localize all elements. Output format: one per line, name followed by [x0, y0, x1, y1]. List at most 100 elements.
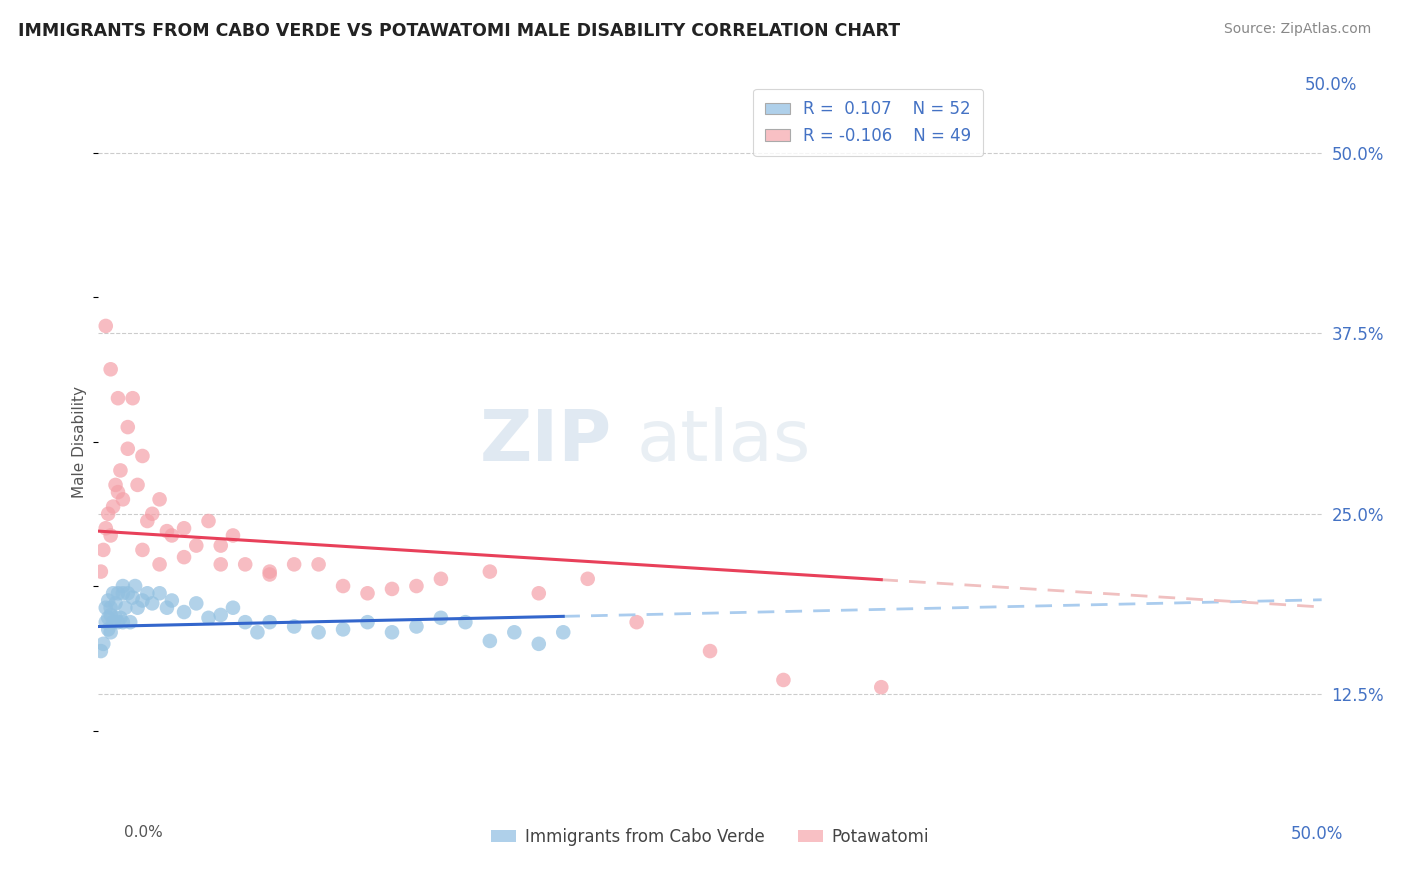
Point [100, 600, 122, 615]
Point [101, 586, 124, 600]
Point [117, 420, 139, 434]
Point [405, 579, 427, 593]
Point [97, 507, 120, 521]
Point [97, 611, 120, 625]
Point [332, 579, 354, 593]
Point [90, 644, 112, 658]
Point [94, 521, 117, 535]
Point [94, 600, 117, 615]
Point [136, 514, 159, 528]
Point [107, 391, 129, 405]
Point [110, 611, 132, 625]
Point [111, 586, 134, 600]
Legend: Immigrants from Cabo Verde, Potawatomi: Immigrants from Cabo Verde, Potawatomi [485, 821, 935, 852]
Point [209, 558, 232, 572]
Point [405, 619, 427, 633]
Point [131, 542, 153, 557]
Point [246, 625, 269, 640]
Point [772, 673, 794, 687]
Text: atlas: atlas [637, 407, 811, 476]
Point [107, 485, 129, 500]
Point [553, 625, 575, 640]
Point [94, 318, 117, 333]
Point [626, 615, 648, 630]
Point [131, 449, 153, 463]
Point [527, 586, 550, 600]
Point [173, 605, 195, 619]
Text: Source: ZipAtlas.com: Source: ZipAtlas.com [1223, 22, 1371, 37]
Point [104, 611, 127, 625]
Point [356, 615, 378, 630]
Point [100, 362, 122, 376]
Point [149, 558, 172, 572]
Point [173, 550, 195, 565]
Point [101, 615, 124, 630]
Point [97, 623, 120, 637]
Point [503, 625, 526, 640]
Point [121, 391, 143, 405]
Point [91, 542, 114, 557]
Point [149, 492, 172, 507]
Point [90, 565, 112, 579]
Point [478, 565, 501, 579]
Point [160, 528, 183, 542]
Point [100, 528, 122, 542]
Point [91, 637, 114, 651]
Point [127, 478, 149, 492]
Point [576, 572, 599, 586]
Point [114, 600, 136, 615]
Point [110, 463, 132, 477]
Point [308, 625, 330, 640]
Point [117, 442, 139, 456]
Point [283, 558, 305, 572]
Point [699, 644, 721, 658]
Point [121, 591, 143, 605]
Point [332, 623, 354, 637]
Point [381, 582, 404, 596]
Point [101, 500, 124, 514]
Point [111, 615, 134, 630]
Point [136, 586, 159, 600]
Point [870, 680, 893, 694]
Point [160, 593, 183, 607]
Point [356, 586, 378, 600]
Point [197, 514, 219, 528]
Point [209, 607, 232, 622]
Point [430, 572, 453, 586]
Point [173, 521, 195, 535]
Text: ZIP: ZIP [479, 407, 612, 476]
Point [111, 579, 134, 593]
Point [186, 539, 208, 553]
Point [127, 600, 149, 615]
Point [222, 600, 245, 615]
Point [104, 596, 127, 610]
Point [259, 565, 281, 579]
Point [430, 611, 453, 625]
Text: 50.0%: 50.0% [1305, 76, 1357, 94]
Point [107, 586, 129, 600]
Point [283, 619, 305, 633]
Point [156, 600, 179, 615]
Point [156, 524, 179, 538]
Point [381, 625, 404, 640]
Y-axis label: Male Disability: Male Disability [72, 385, 87, 498]
Point [197, 611, 219, 625]
Point [111, 492, 134, 507]
Point [104, 478, 127, 492]
Point [186, 596, 208, 610]
Point [131, 593, 153, 607]
Text: IMMIGRANTS FROM CABO VERDE VS POTAWATOMI MALE DISABILITY CORRELATION CHART: IMMIGRANTS FROM CABO VERDE VS POTAWATOMI… [18, 22, 900, 40]
Point [120, 615, 142, 630]
Point [209, 539, 232, 553]
Point [259, 567, 281, 582]
Point [100, 625, 122, 640]
Point [454, 615, 477, 630]
Point [222, 528, 245, 542]
Point [149, 586, 172, 600]
Point [259, 615, 281, 630]
Point [141, 596, 163, 610]
Point [97, 593, 120, 607]
Point [117, 586, 139, 600]
Point [527, 637, 550, 651]
Point [233, 558, 256, 572]
